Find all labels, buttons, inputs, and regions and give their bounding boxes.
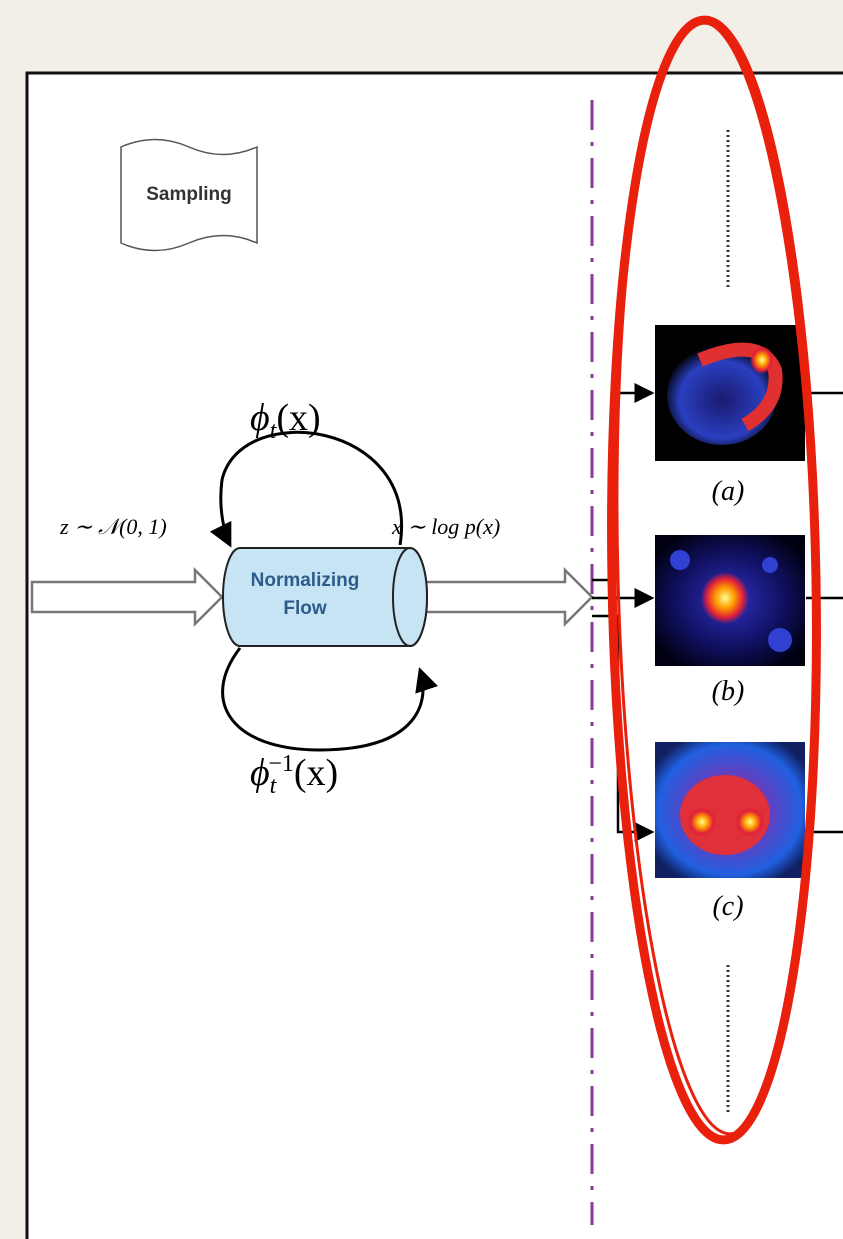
- sample-image-a: [655, 325, 805, 461]
- inverse-arg: (x): [294, 752, 338, 794]
- flow-label: Normalizing: [251, 570, 360, 591]
- inverse-superscript: −1: [268, 751, 294, 777]
- sample-label: (a): [712, 476, 745, 507]
- forward-arg: (x): [276, 397, 320, 439]
- cylinder-end: [393, 548, 427, 646]
- sampling-label: Sampling: [146, 184, 232, 205]
- sample-label: (c): [712, 891, 743, 922]
- sample-image-c: [655, 742, 805, 878]
- sample-label: (b): [712, 676, 745, 707]
- forward-symbol: ϕ: [250, 397, 270, 439]
- diagram: Sampling Normalizing Flow ϕt(x) ϕt−1(x) …: [0, 0, 843, 1239]
- page: Sampling Normalizing Flow ϕt(x) ϕt−1(x) …: [0, 0, 843, 1239]
- inverse-symbol: ϕ: [250, 752, 270, 794]
- inverse-map: ϕt−1(x): [250, 751, 338, 799]
- sample-image-b: [655, 535, 805, 666]
- output-distribution: x ∼ log p(x): [391, 514, 500, 539]
- input-distribution: z ∼ 𝒩(0, 1): [59, 514, 167, 539]
- forward-map: ϕt(x): [250, 397, 321, 444]
- flow-label: Flow: [283, 598, 326, 619]
